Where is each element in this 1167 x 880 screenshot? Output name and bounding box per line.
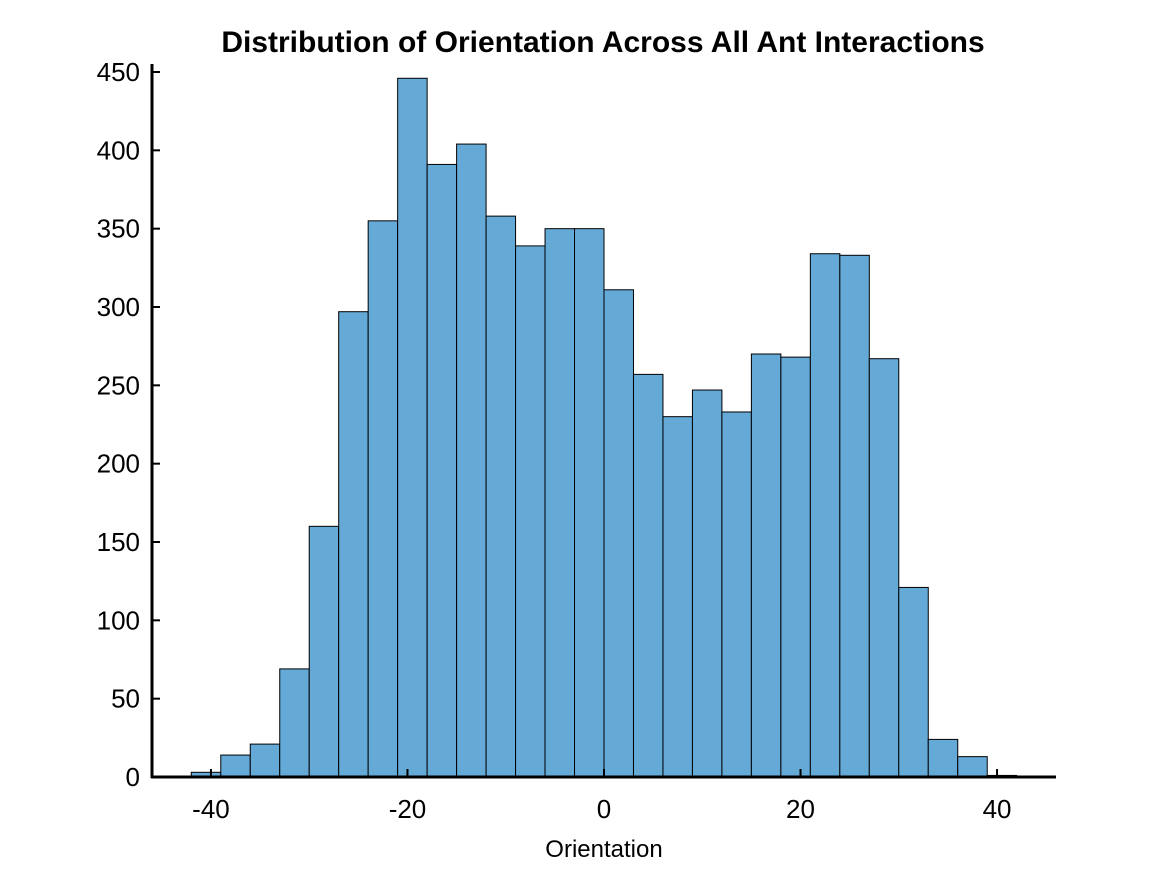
histogram-bar <box>485 215 517 778</box>
x-axis-label: Orientation <box>545 836 662 863</box>
y-tick-label: 0 <box>126 762 140 792</box>
x-tick-label: 0 <box>597 794 611 824</box>
histogram-bar <box>397 77 428 778</box>
histogram-bar <box>868 358 900 778</box>
ticks-group: 0 50 100 150 200 250 300 350 400 450 -40 -20 0 20 40 <box>97 57 1012 824</box>
y-tick-label: 300 <box>97 292 140 322</box>
x-tick-label: 40 <box>983 794 1012 824</box>
histogram-bar <box>750 353 782 778</box>
y-tick-label: 100 <box>97 605 140 635</box>
histogram-bar <box>927 738 959 778</box>
x-tick-label: -40 <box>192 794 230 824</box>
y-tick-label: 400 <box>97 135 140 165</box>
y-tick-label: 250 <box>97 370 140 400</box>
histogram-bar <box>721 411 752 778</box>
y-tick-label: 200 <box>97 449 140 479</box>
histogram-bar <box>308 525 340 778</box>
histogram-bar <box>839 254 870 778</box>
histogram-bar <box>456 143 487 778</box>
histogram-bar <box>426 163 458 778</box>
y-tick-label: 450 <box>97 57 140 87</box>
histogram-bar <box>603 289 634 778</box>
x-tick-label: 20 <box>786 794 815 824</box>
histogram-bar <box>957 756 988 778</box>
histogram-bar <box>691 389 723 778</box>
histogram-bar <box>898 586 929 778</box>
histogram-bar <box>780 356 811 778</box>
histogram-bar <box>662 416 693 778</box>
histogram-bar <box>279 668 310 778</box>
histogram-bar <box>367 220 399 778</box>
histogram-bar <box>632 373 664 778</box>
histogram-bar <box>220 754 251 778</box>
y-tick-label: 350 <box>97 214 140 244</box>
histogram-bar <box>574 228 605 778</box>
histogram-bar <box>249 743 281 778</box>
y-tick-label: 50 <box>111 684 140 714</box>
chart-title: Distribution of Orientation Across All A… <box>221 26 984 59</box>
histogram-bar <box>515 245 546 778</box>
bars-group <box>190 77 1018 778</box>
x-tick-label: -20 <box>389 794 427 824</box>
histogram-bar <box>338 311 369 778</box>
y-tick-label: 150 <box>97 527 140 557</box>
histogram-bar <box>809 253 841 778</box>
histogram-bar <box>544 228 576 778</box>
